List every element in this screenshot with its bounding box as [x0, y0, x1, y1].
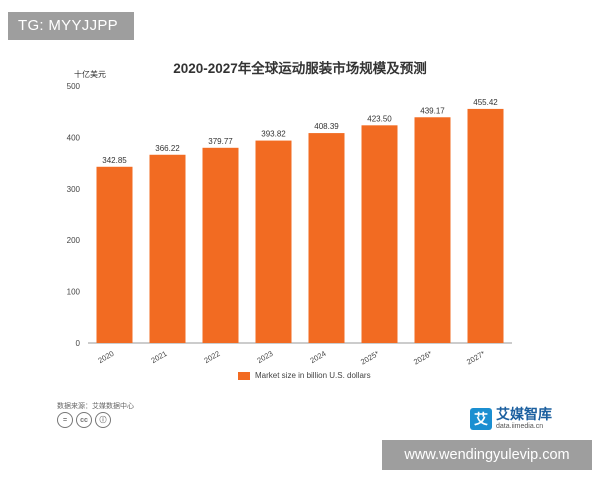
x-tick-label: 2020: [97, 349, 116, 365]
bar: [149, 154, 186, 343]
bar: [414, 117, 451, 343]
x-tick-label: 2023: [256, 349, 275, 365]
brand-logo-block: 艾 艾媒智库 data.iimedia.cn: [470, 407, 552, 431]
x-tick-label: 2024: [309, 349, 328, 365]
brand-name: 艾媒智库: [496, 406, 552, 422]
bar: [255, 140, 292, 343]
license-icons: = cc ⓘ: [57, 412, 111, 428]
equals-icon: =: [57, 412, 73, 428]
y-tick-label: 200: [67, 236, 81, 245]
site-watermark: www.wendingyulevip.com: [382, 440, 592, 470]
y-unit-label: 十亿美元: [74, 70, 106, 79]
brand-logo-icon: 艾: [470, 408, 492, 430]
x-tick-label: 2022: [203, 349, 222, 365]
bar: [361, 125, 398, 343]
data-label: 342.85: [102, 156, 127, 165]
data-label: 455.42: [473, 98, 498, 107]
x-tick-label: 2021: [150, 349, 169, 365]
bar: [308, 133, 345, 343]
person-icon: ⓘ: [95, 412, 111, 428]
bar: [96, 166, 133, 343]
y-tick-label: 300: [67, 185, 81, 194]
bar: [467, 108, 504, 343]
legend-swatch: [238, 371, 250, 380]
data-label: 439.17: [420, 106, 445, 115]
y-tick-label: 400: [67, 133, 81, 142]
y-tick-label: 500: [67, 82, 81, 91]
brand-url: data.iimedia.cn: [496, 423, 544, 430]
legend-label: Market size in billion U.S. dollars: [255, 371, 371, 380]
x-tick-label: 2026*: [412, 349, 434, 367]
y-tick-label: 0: [76, 339, 81, 348]
cc-icon: cc: [76, 412, 92, 428]
chart-title: 2020-2027年全球运动服装市场规模及预测: [173, 61, 427, 76]
data-label: 408.39: [314, 122, 339, 131]
legend: Market size in billion U.S. dollars: [238, 371, 371, 380]
data-label: 423.50: [367, 114, 392, 123]
y-tick-label: 100: [67, 288, 81, 297]
bar: [202, 147, 239, 343]
x-tick-label: 2025*: [359, 349, 381, 367]
data-label: 393.82: [261, 130, 286, 139]
data-label: 379.77: [208, 137, 233, 146]
data-label: 366.22: [155, 144, 180, 153]
corner-tag: TG: MYYJJPP: [8, 12, 134, 40]
data-source: 数据来源：艾媒数据中心: [57, 403, 134, 410]
x-tick-label: 2027*: [465, 349, 487, 367]
